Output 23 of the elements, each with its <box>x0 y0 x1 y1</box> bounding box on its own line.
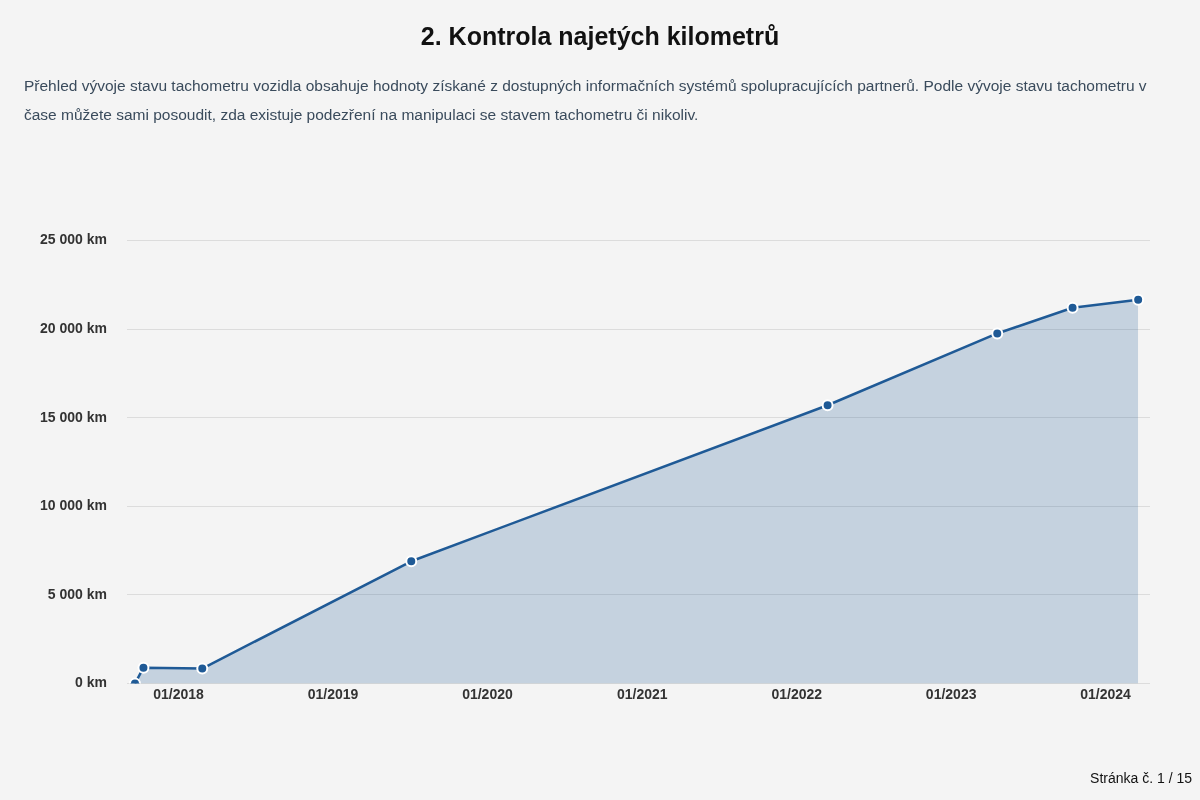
x-tick-label: 01/2020 <box>462 685 513 702</box>
point <box>991 327 1004 340</box>
point <box>821 399 834 412</box>
point <box>196 662 209 675</box>
x-tick-label: 01/2023 <box>925 685 977 702</box>
x-tick-label: 01/2019 <box>307 685 359 702</box>
point <box>405 555 418 568</box>
y-tick-label: 15 000 km <box>39 408 107 425</box>
chart-title: 2. Kontrola najetých kilometrů <box>419 22 781 51</box>
point <box>137 661 150 674</box>
y-tick-label: 5 000 km <box>47 585 107 602</box>
y-tick-label: 0 km <box>75 674 107 691</box>
x-tick-label: 01/2024 <box>1080 685 1132 702</box>
chart-subtitle: Přehled vývoje stavu tachometru vozidla obsahuje hodnoty získané z dostupných informačních systémů spolupracujících partnerů. Podle vývoje stavu tachometru v čase můžete sami posoudit, zda existuje podezření na manipulaci se stavem tachometru či nikoliv. <box>24 76 1148 125</box>
y-tick-label: 25 000 km <box>39 231 107 248</box>
y-tick-label: 20 000 km <box>39 319 107 336</box>
x-tick-label: 01/2022 <box>771 685 823 702</box>
text: Stránka č. 1 / 15 <box>1090 770 1192 786</box>
y-tick-label: 10 000 km <box>39 497 107 514</box>
x-tick-label: 01/2018 <box>153 685 205 702</box>
point <box>1066 301 1079 314</box>
point <box>1132 293 1145 306</box>
x-tick-label: 01/2021 <box>616 685 668 702</box>
